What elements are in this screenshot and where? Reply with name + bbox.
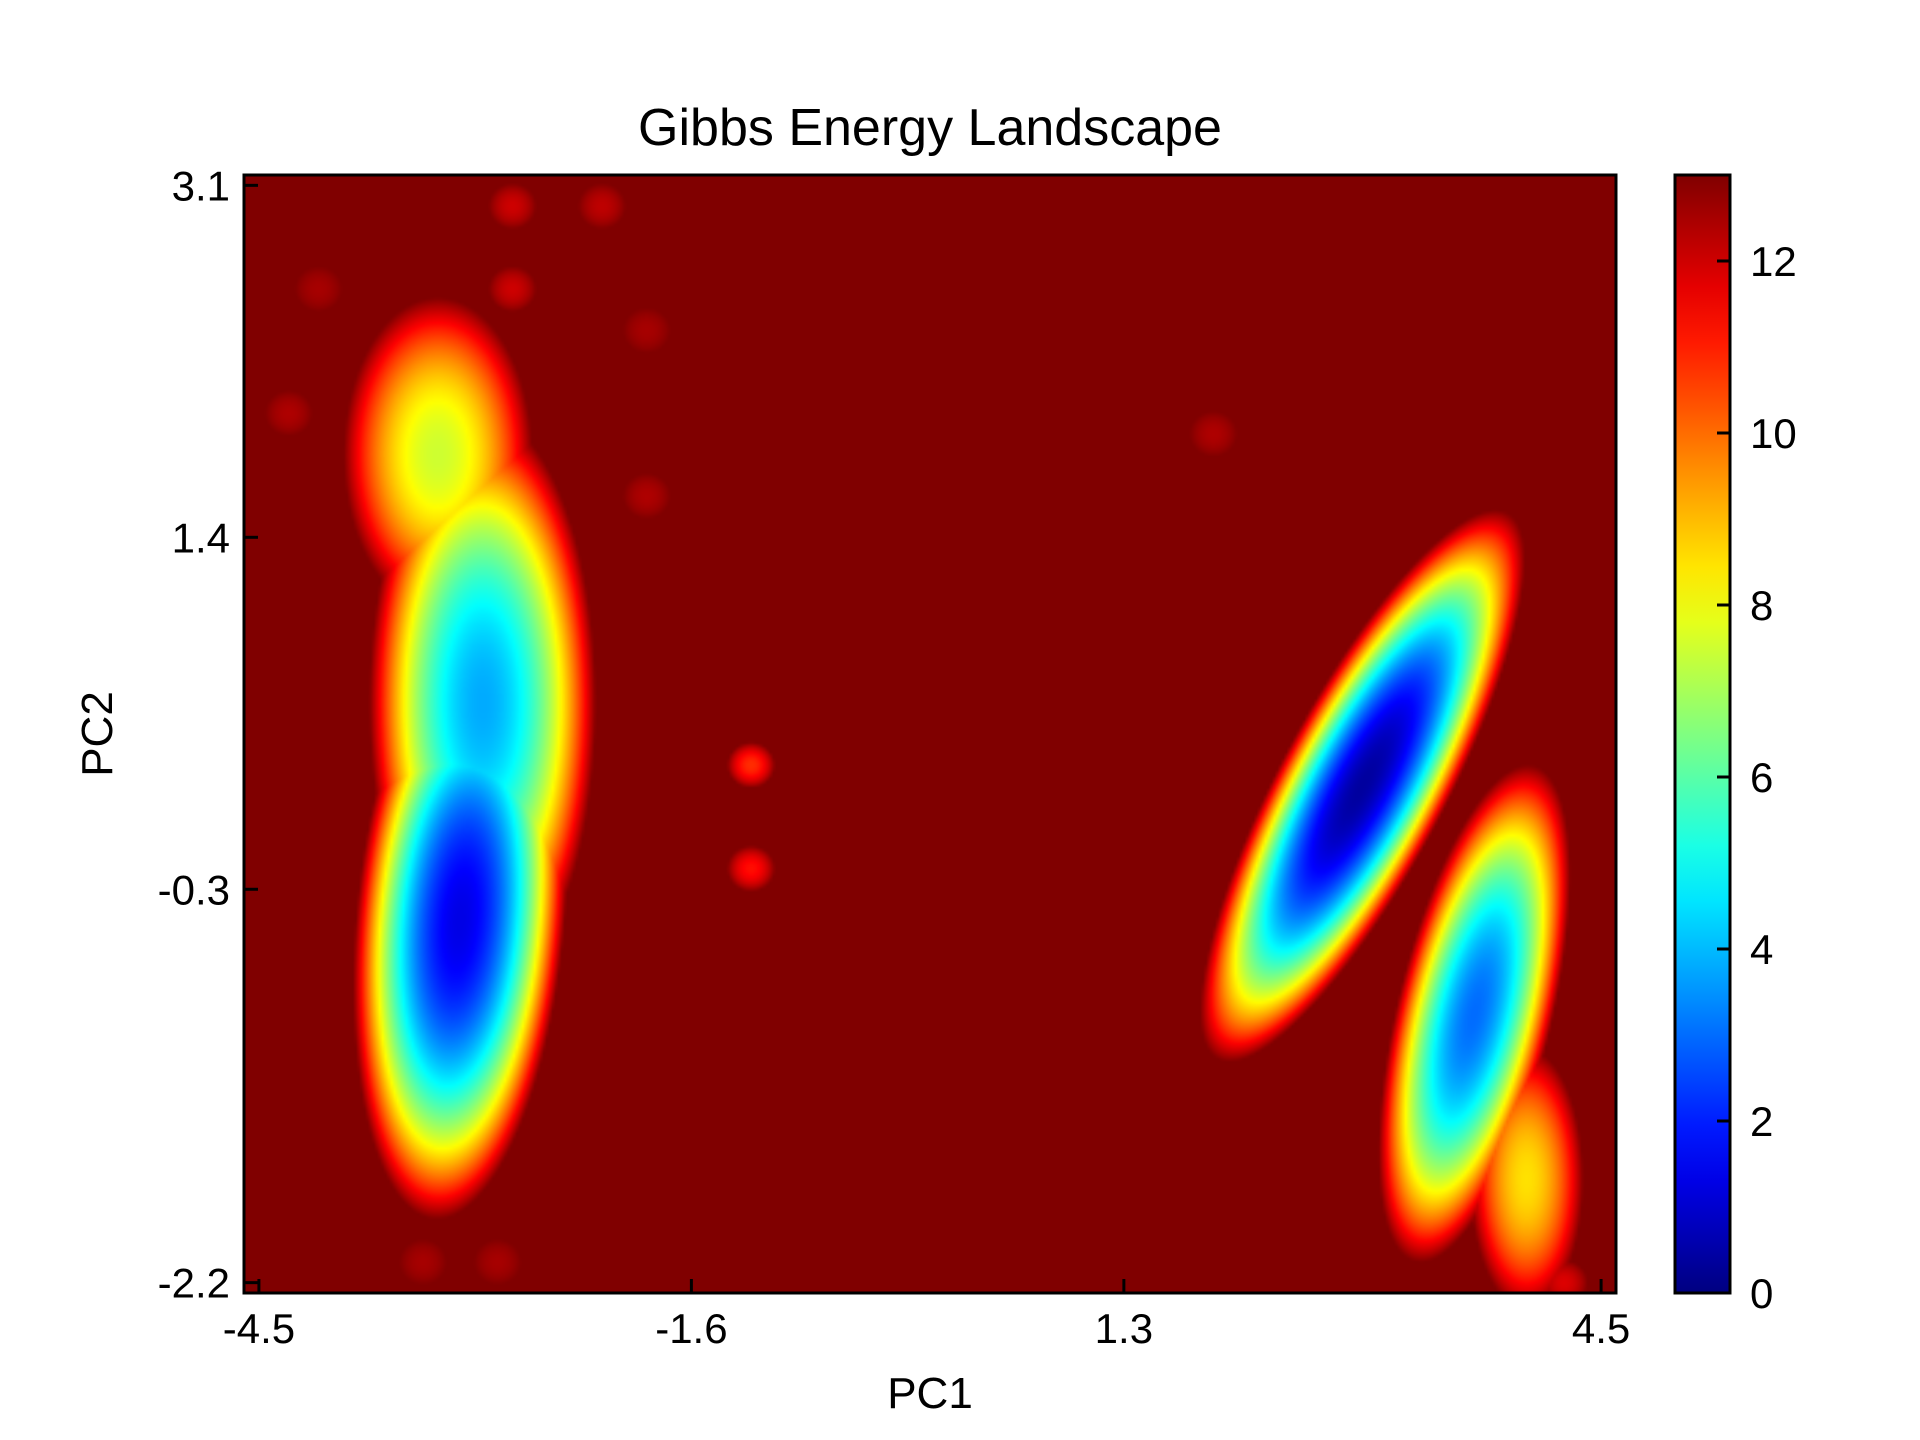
colorbar-tick-label: 12 xyxy=(1750,238,1797,285)
y-tick-label: -0.3 xyxy=(158,866,230,913)
x-tick-label: -1.6 xyxy=(655,1305,727,1352)
colorbar-fill xyxy=(1675,175,1730,1293)
colorbar-tick-label: 0 xyxy=(1750,1270,1773,1317)
colorbar-tick-label: 6 xyxy=(1750,754,1773,801)
energy-heatmap xyxy=(244,175,1616,1293)
plot-frame xyxy=(242,173,1618,1295)
colorbar-tick-label: 8 xyxy=(1750,582,1773,629)
x-axis-label: PC1 xyxy=(887,1369,973,1418)
y-tick-label: -2.2 xyxy=(158,1260,230,1307)
y-axis-label: PC2 xyxy=(73,691,122,777)
x-tick-label: 1.3 xyxy=(1095,1305,1153,1352)
y-axis-ticks: -2.2 -0.3 1.4 3.1 xyxy=(158,162,258,1307)
colorbar-tick-label: 4 xyxy=(1750,926,1773,973)
x-tick-label: -4.5 xyxy=(223,1305,295,1352)
y-tick-label: 1.4 xyxy=(172,514,230,561)
chart-title: Gibbs Energy Landscape xyxy=(638,99,1222,157)
colorbar-tick-label: 2 xyxy=(1750,1098,1773,1145)
colorbar-frame xyxy=(1673,173,1732,1295)
colorbar: 0 2 4 6 8 10 12 xyxy=(1673,173,1797,1317)
x-tick-label: 4.5 xyxy=(1572,1305,1630,1352)
colorbar-tick-label: 10 xyxy=(1750,410,1797,457)
x-axis-ticks: -4.5 -1.6 1.3 4.5 xyxy=(223,1279,1630,1352)
colorbar-ticks: 0 2 4 6 8 10 12 xyxy=(1717,238,1797,1317)
y-tick-label: 3.1 xyxy=(172,162,230,209)
plot-area: -4.5 -1.6 1.3 4.5 -2.2 -0.3 1.4 3.1 xyxy=(158,162,1631,1352)
